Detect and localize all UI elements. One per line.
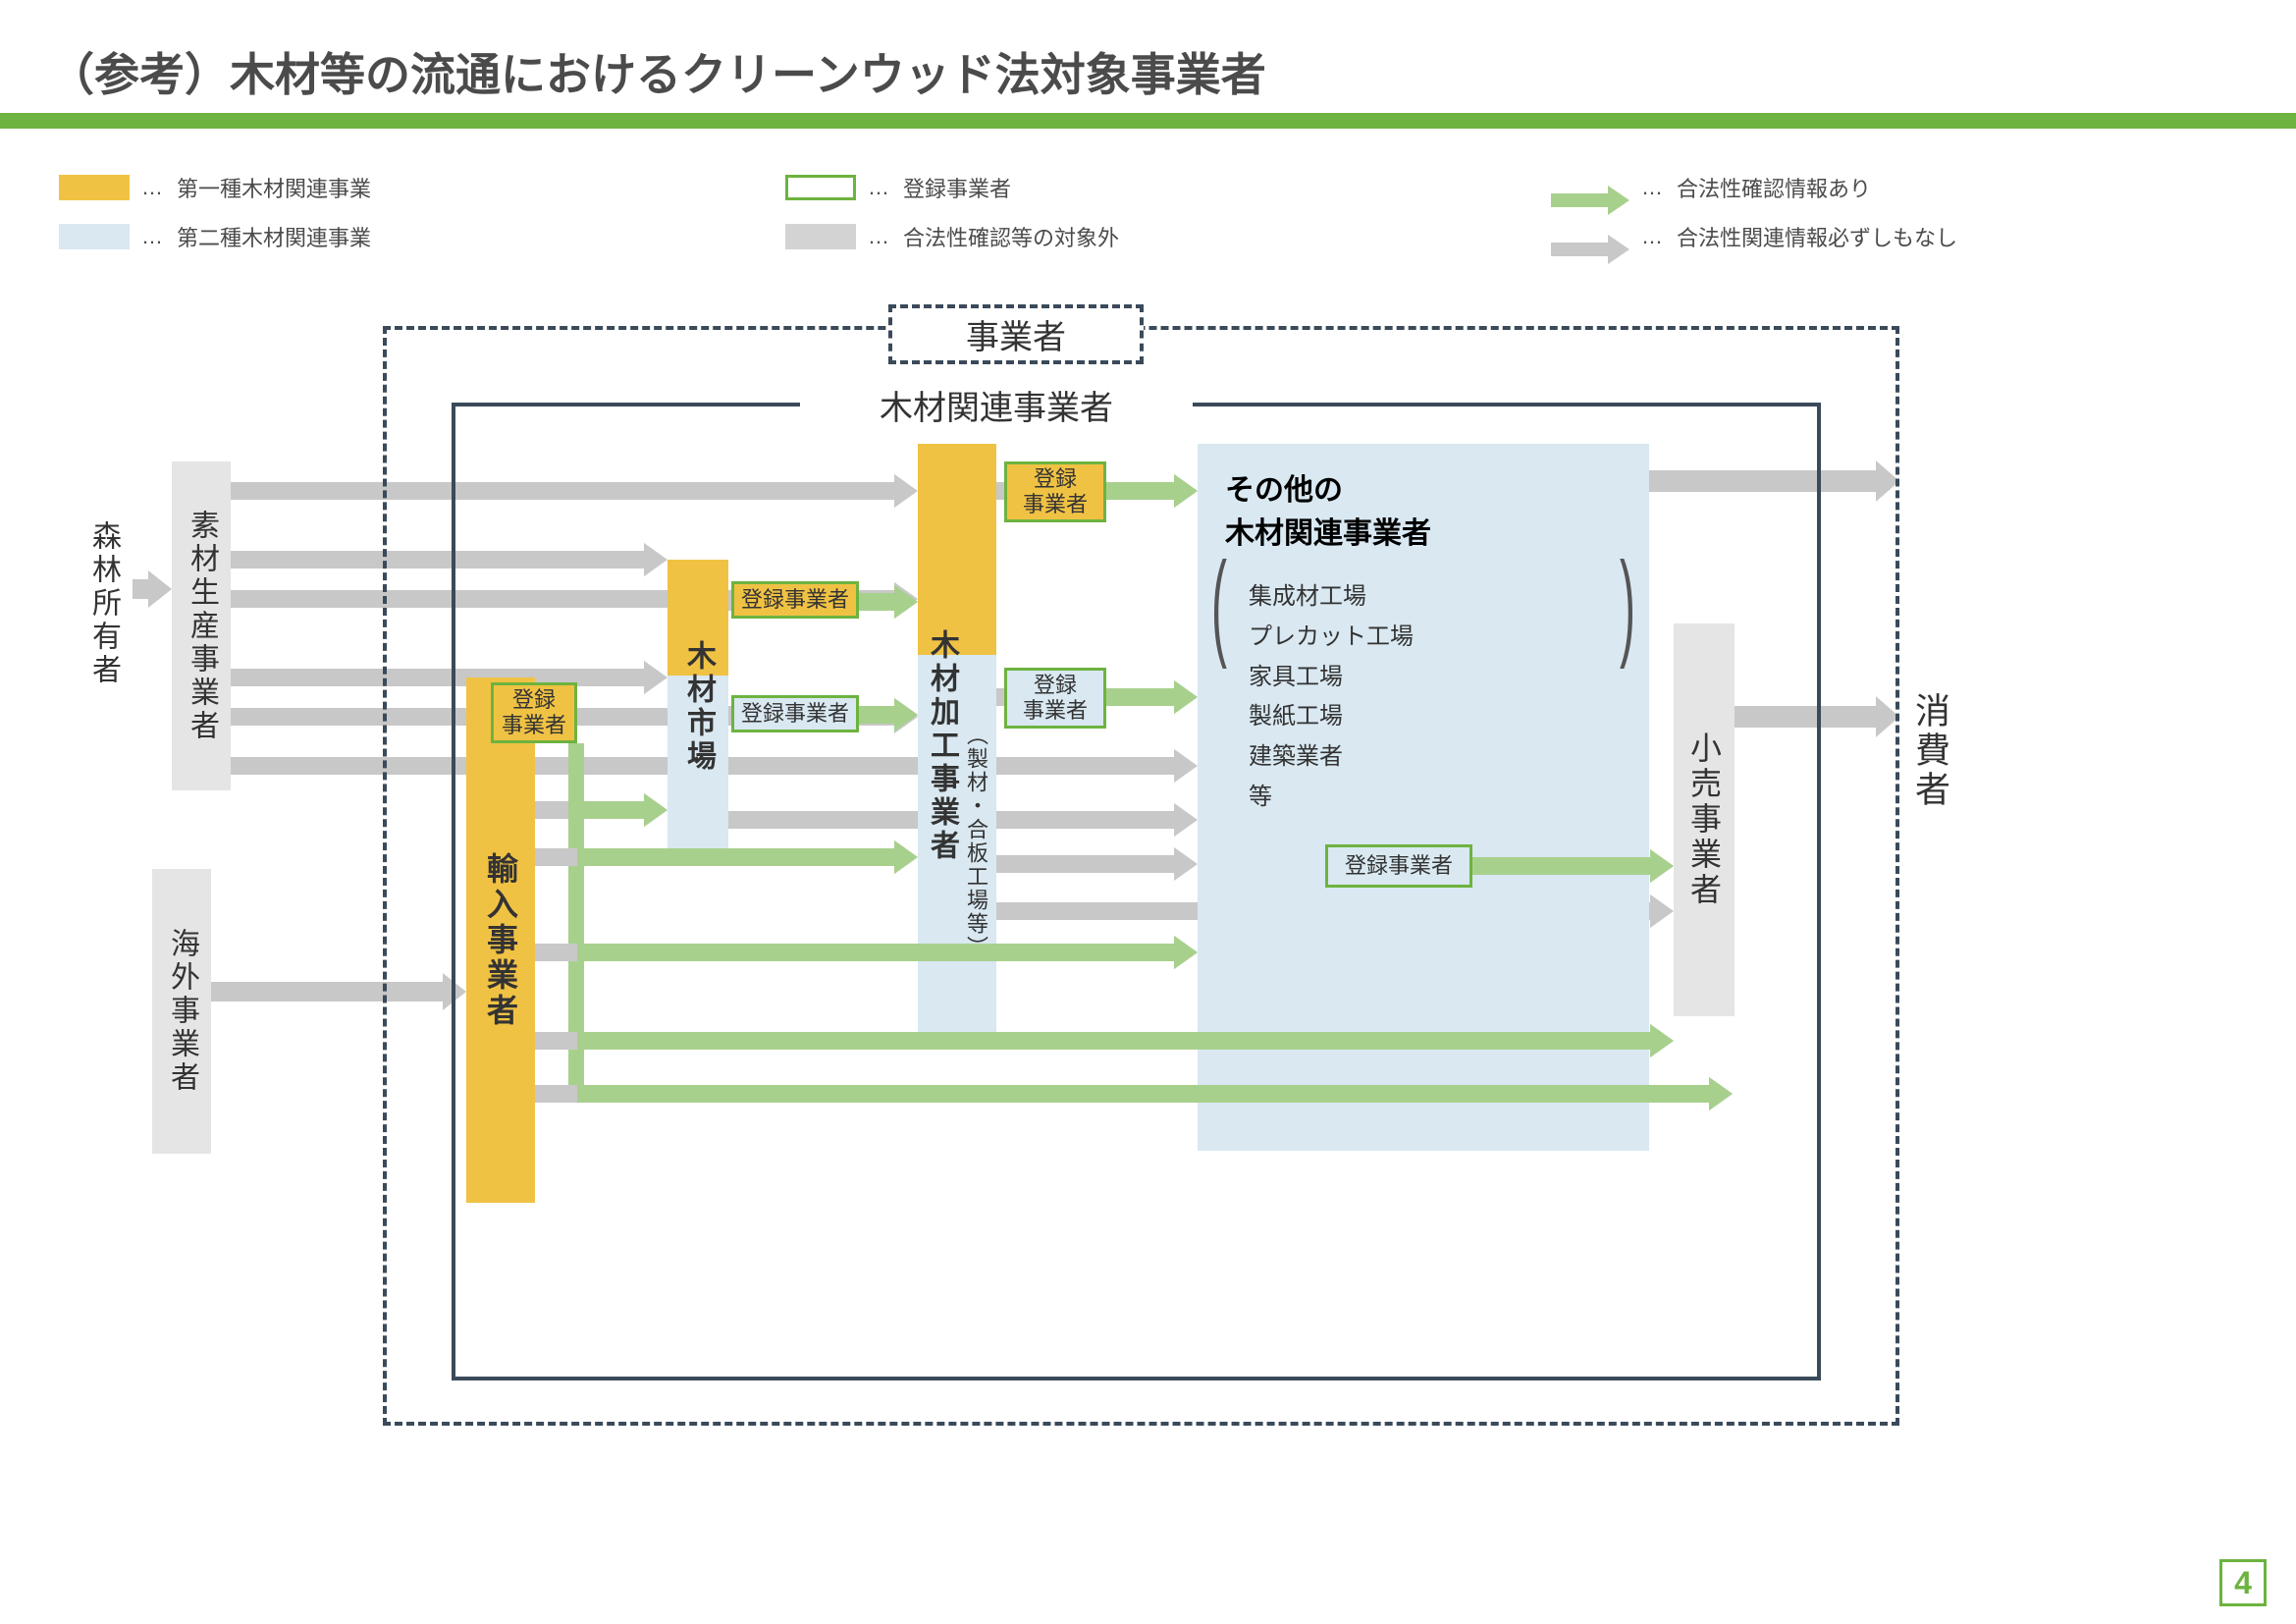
legend-green-arrow: …合法性確認情報あり bbox=[1551, 172, 1973, 203]
other-list: 集成材工場 プレカット工場 家具工場 製紙工場 建築業者 等 bbox=[1249, 577, 1598, 818]
other-header2: 木材関連事業者 bbox=[1225, 509, 1622, 552]
node-consumer: 消費者 bbox=[1897, 540, 1962, 962]
swatch-green-outline bbox=[785, 175, 856, 200]
swatch-gray bbox=[785, 224, 856, 249]
page: （参考）木材等の流通におけるクリーンウッド法対象事業者 …第一種木材関連事業 …… bbox=[0, 0, 2296, 1624]
dashed-box-title: 事業者 bbox=[888, 304, 1144, 364]
swatch-yellow bbox=[59, 175, 130, 200]
legend-registered-label: 登録事業者 bbox=[903, 172, 1011, 203]
solid-box-title: 木材関連事業者 bbox=[800, 379, 1193, 431]
diagram: 事業者 木材関連事業者 森林所有者 素材生産事業者 海外事業者 輸入事業者 木材… bbox=[54, 304, 2243, 1463]
legend-type1: …第一種木材関連事業 bbox=[59, 172, 481, 203]
swatch-lblue bbox=[59, 224, 130, 249]
legend-green-arrow-label: 合法性確認情報あり bbox=[1677, 172, 1871, 203]
page-title: （参考）木材等の流通におけるクリーンウッド法対象事業者 bbox=[49, 39, 1266, 104]
node-other: その他の 木材関連事業者 ( 集成材工場 プレカット工場 家具工場 製紙工場 建… bbox=[1198, 444, 1649, 1151]
node-forest-owner: 森林所有者 bbox=[74, 476, 133, 731]
legend-outside: …合法性確認等の対象外 bbox=[785, 221, 1207, 252]
legend-type2-label: 第二種木材関連事業 bbox=[177, 221, 371, 252]
node-importer: 輸入事業者 bbox=[466, 677, 535, 1203]
other-header1: その他の bbox=[1225, 465, 1622, 509]
node-processor-blue bbox=[918, 655, 996, 1048]
legend-type2: …第二種木材関連事業 bbox=[59, 221, 481, 252]
legend-gray-arrow-label: 合法性関連情報必ずしもなし bbox=[1677, 221, 1957, 252]
node-raw-producer: 素材生産事業者 bbox=[172, 461, 231, 790]
legend-outside-label: 合法性確認等の対象外 bbox=[903, 221, 1119, 252]
node-market-blue bbox=[667, 676, 728, 854]
node-processor-yellow bbox=[918, 444, 996, 655]
page-number: 4 bbox=[2219, 1559, 2267, 1606]
legend-gray-arrow: …合法性関連情報必ずしもなし bbox=[1551, 221, 1973, 252]
node-retailer: 小売事業者 bbox=[1674, 623, 1735, 1016]
legend-type1-label: 第一種木材関連事業 bbox=[177, 172, 371, 203]
node-overseas: 海外事業者 bbox=[152, 869, 211, 1154]
legend: …第一種木材関連事業 …登録事業者 …合法性確認情報あり …第二種木材関連事業 bbox=[59, 172, 2237, 270]
legend-registered: …登録事業者 bbox=[785, 172, 1207, 203]
node-market-yellow bbox=[667, 560, 728, 676]
title-bar bbox=[0, 113, 2296, 129]
